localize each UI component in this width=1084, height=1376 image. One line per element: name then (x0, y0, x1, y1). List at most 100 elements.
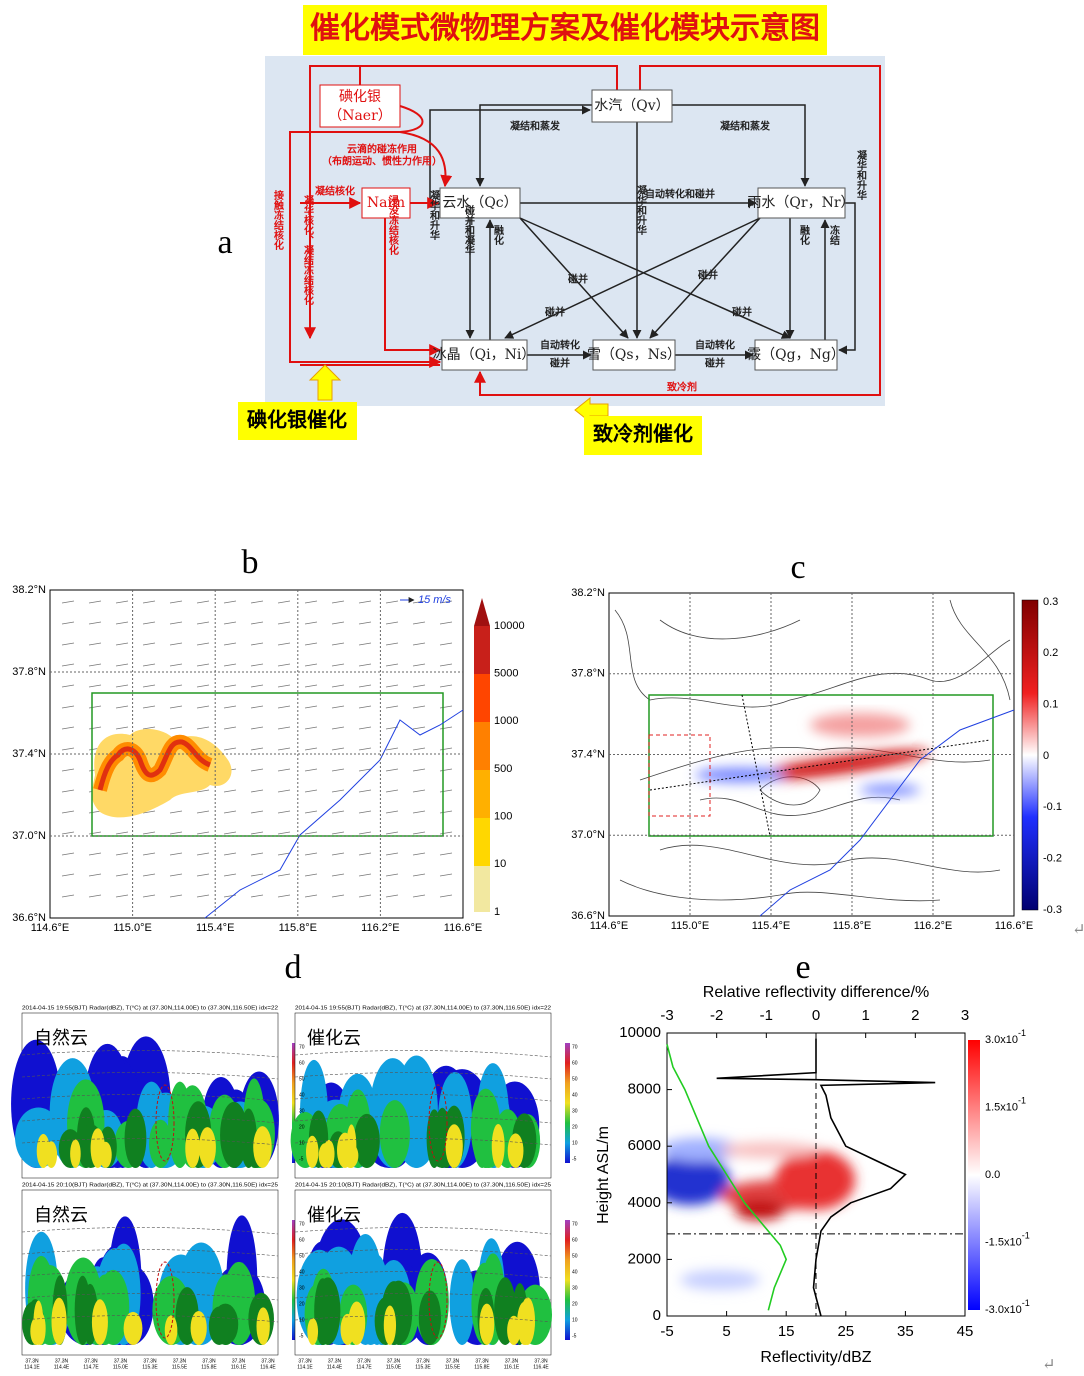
colorbar-tick-label: -0.2 (1043, 853, 1062, 865)
node-label: 霰（Qg，Ng） (747, 347, 845, 363)
axis-title: Height ASL/m (595, 1126, 612, 1224)
x-tick-label: 115.0E (113, 1364, 129, 1370)
colorbar-tick-label: -1.5x10-1 (985, 1231, 1030, 1249)
lat-tick-label: 37.4°N (12, 748, 46, 760)
node-label: 雪（Qs，Ns） (587, 347, 681, 363)
axis-title: Relative reflectivity difference/% (703, 984, 929, 1001)
process-label: 凝结和蒸发 (510, 120, 561, 133)
lat-tick-label: 37.0°N (571, 829, 605, 841)
colorbar-tick-label: 0.3 (1043, 596, 1058, 608)
echo (380, 1100, 410, 1168)
colorbar-tick-label: -5 (572, 1156, 577, 1162)
x-tick-label: 25 (837, 1323, 854, 1340)
node-label: 云水（Qc） (442, 195, 517, 211)
process-label: （布朗运动、惯性力作用） (322, 155, 442, 168)
process-label: 冻结 (828, 224, 840, 246)
x-tick-label: 115.3E (142, 1364, 158, 1370)
lon-tick-label: 115.4°E (752, 920, 790, 932)
echo (46, 1141, 58, 1168)
node-label: 冰晶（Qi，Ni） (433, 347, 536, 363)
colorbar-tick-label: 0.2 (1043, 647, 1058, 659)
lon-tick-label: 115.8°E (279, 922, 317, 934)
colorbar (565, 1043, 570, 1163)
colorbar-tick-label: 60 (299, 1060, 305, 1066)
x-tick-label: 114.7E (83, 1364, 99, 1370)
colorbar-exponent: -1 (1018, 1028, 1026, 1038)
colorbar-tick-label: 70 (299, 1044, 305, 1050)
difference-field (650, 1138, 855, 1290)
x2-tick-label: 3 (961, 1007, 969, 1024)
colorbar-tick-label: 30 (299, 1108, 305, 1114)
x-tick-label: 115.0E (386, 1364, 402, 1370)
x-tick-label: 114.4E (54, 1364, 70, 1370)
colorbar-tick-label: 60 (572, 1237, 578, 1243)
lon-tick-label: 115.0°E (113, 922, 151, 934)
colorbar-tick-label: 70 (572, 1221, 578, 1227)
colorbar-tick-label: 30 (572, 1108, 578, 1114)
panel-label: a (217, 224, 232, 261)
colorbar-tick-label: 10 (299, 1140, 305, 1146)
x-tick-label: 115.5E (445, 1364, 461, 1370)
y-tick-label: 4000 (628, 1194, 661, 1211)
colorbar (968, 1040, 980, 1310)
panel-label: c (790, 549, 805, 586)
process-label: 凝华核化、凝结冻结核化 (302, 194, 314, 306)
process-label: 云滴的碰冻作用 (347, 143, 417, 156)
x-tick-label: 115.8E (474, 1364, 490, 1370)
echo (124, 1312, 143, 1345)
y-tick-label: 8000 (628, 1081, 661, 1098)
process-label: 碰并 (568, 273, 588, 286)
shape (680, 1270, 760, 1290)
x-tick-label: -5 (660, 1323, 673, 1340)
process-label: 浸没冻结核化 (387, 194, 399, 256)
colorbar-tick-label: 10 (494, 858, 506, 870)
echo (479, 1304, 494, 1345)
process-label: 碰并 (550, 357, 570, 370)
colorbar-tick-label: -5 (299, 1333, 304, 1339)
lat-tick-label: 37.0°N (12, 830, 46, 842)
colorbar-tick-label: 30 (299, 1285, 305, 1291)
colorbar-tick-label: 40 (299, 1269, 305, 1275)
colorbar-tick-label: 3.0x10-1 (985, 1028, 1026, 1046)
echo (165, 1315, 178, 1345)
y-tick-label: 0 (653, 1307, 661, 1324)
colorbar-tick-label: 0 (1043, 750, 1049, 762)
section-header: 2014-04-15 19:55(BJT) Radar(dBZ), T(°C) … (295, 1005, 551, 1011)
colorbar-tick-label: 0.0 (985, 1169, 1000, 1181)
wind-reference: 15 m/s (418, 594, 452, 606)
node-label: 水汽（Qv） (594, 98, 669, 114)
echo (99, 1142, 111, 1168)
x-tick-label: 5 (722, 1323, 730, 1340)
colorbar-tick-label: 40 (572, 1092, 578, 1098)
colorbar-tick-label: 10 (572, 1140, 578, 1146)
panel-label: d (285, 949, 302, 986)
colorbar-tick-label: 1 (494, 906, 500, 918)
x-tick-label: 115.3E (415, 1364, 431, 1370)
echo (517, 1302, 531, 1345)
echo (323, 1140, 334, 1168)
x-tick-label: 116.4E (260, 1364, 276, 1370)
x-tick-label: 115.8E (201, 1364, 217, 1370)
colorbar-tick-label: -3.0x10-1 (985, 1298, 1030, 1316)
echo (348, 1301, 365, 1345)
echo (70, 1139, 81, 1168)
shape (474, 722, 490, 770)
process-label: 碰并 (545, 306, 565, 319)
x2-tick-label: 1 (861, 1007, 869, 1024)
echo (30, 1317, 42, 1345)
echo (253, 1126, 271, 1168)
echo (508, 1133, 524, 1168)
diagram-title: 催化模式微物理方案及催化模块示意图 (310, 11, 820, 46)
echo (209, 1307, 230, 1345)
colorbar-tick-label: 60 (572, 1060, 578, 1066)
x-tick-label: 15 (778, 1323, 795, 1340)
process-label: 自动转化 (695, 339, 735, 352)
colorbar-tick-label: 0.1 (1043, 699, 1058, 711)
lat-tick-label: 38.2°N (12, 584, 46, 596)
colorbar-tick-label: -5 (299, 1156, 304, 1162)
x-tick-label: 115.5E (172, 1364, 188, 1370)
x-tick-label: 45 (957, 1323, 974, 1340)
lat-tick-label: 37.4°N (571, 748, 605, 760)
process-label: 碰并 (732, 306, 752, 319)
shape (720, 1142, 820, 1158)
